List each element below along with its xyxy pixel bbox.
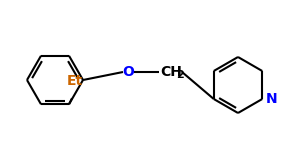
- Text: 2: 2: [176, 70, 184, 80]
- Text: CH: CH: [160, 65, 182, 79]
- Text: N: N: [266, 92, 278, 106]
- Text: O: O: [122, 65, 134, 79]
- Text: Et: Et: [67, 74, 83, 88]
